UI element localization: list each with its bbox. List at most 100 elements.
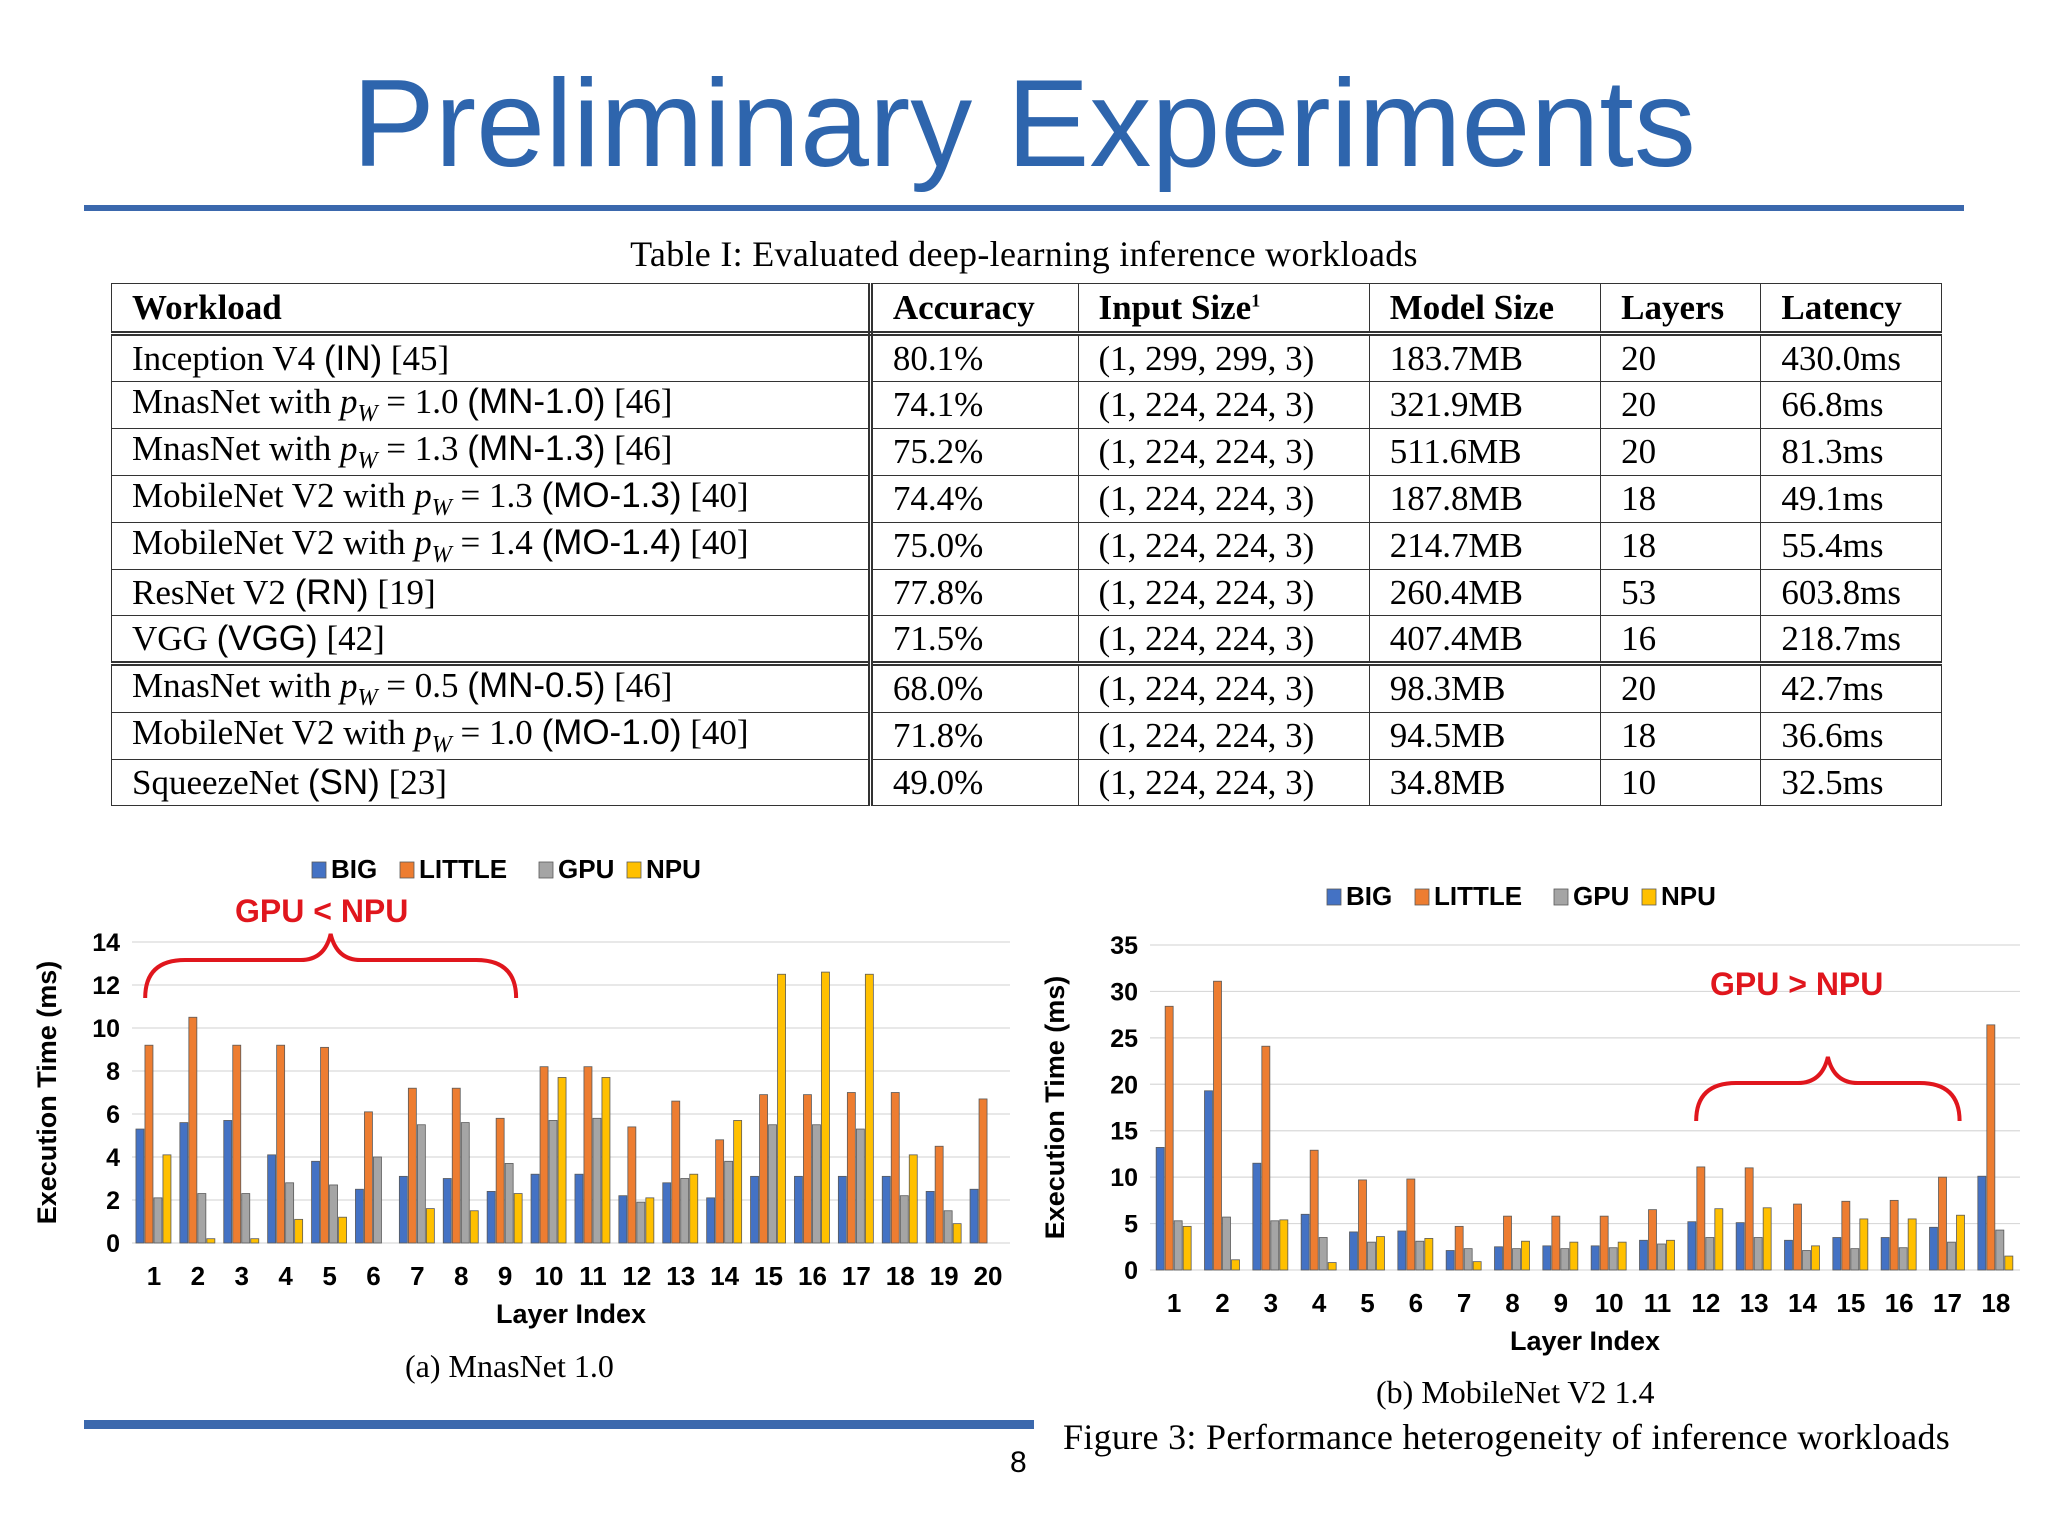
y-axis-label: Execution Time (ms) [32,961,62,1225]
cell-workload: MnasNet with pW = 1.3 (MN-1.3) [46] [111,428,873,476]
bar-big [1880,1237,1890,1271]
workload-name: MnasNet with [132,666,332,705]
header-model-size: Model Size [1368,283,1602,336]
bar-npu [1521,1240,1530,1271]
cell-model-size: 260.4MB [1368,569,1602,616]
bar-little [803,1094,812,1244]
y-tick-label: 0 [1124,1257,1138,1285]
legend-swatch-npu [1641,888,1657,906]
bar-big [969,1188,979,1244]
x-tick-label: 15 [754,1261,783,1291]
header-accuracy: Accuracy [869,283,1079,336]
bar-little [1696,1166,1706,1271]
bar-npu [1762,1207,1772,1271]
bar-gpu [899,1195,909,1244]
bar-little [232,1044,242,1244]
bar-big [179,1122,189,1244]
cell-model-size: 511.6MB [1368,428,1602,476]
cell-accuracy: 80.1% [869,333,1079,382]
workload-abbr: (IN) [323,338,383,378]
bar-little [1213,980,1222,1271]
x-tick-label: 11 [1644,1288,1672,1318]
bar-npu [1472,1261,1482,1271]
cell-layers: 18 [1600,475,1762,523]
header-input-size: Input Size1 [1077,283,1370,336]
legend-swatch-gpu [538,861,554,879]
x-tick-label: 17 [1933,1288,1962,1318]
table-row: Inception V4 (IN) [45] 80.1% (1, 299, 299,… [111,333,1942,382]
cell-accuracy: 74.1% [869,381,1079,429]
y-tick-label: 25 [1110,1025,1138,1053]
bar-big [530,1173,540,1244]
x-tick-label: 18 [1981,1288,2010,1318]
y-tick-label: 20 [1110,1071,1138,1099]
workload-ref: [23] [388,762,447,802]
page-number: 8 [1010,1446,1027,1479]
bar-big [1494,1246,1503,1271]
bar-gpu [1173,1220,1183,1271]
workload-abbr: (MO-1.3) [541,476,682,515]
bar-big [223,1120,233,1244]
y-tick-label: 10 [92,1015,120,1043]
bar-little [1164,1005,1174,1271]
x-tick-label: 14 [710,1261,739,1291]
cell-model-size: 94.5MB [1368,712,1602,760]
bar-big [1542,1245,1552,1271]
y-tick-label: 6 [106,1101,120,1129]
workload-abbr: (MO-1.0) [541,713,682,752]
x-tick-label: 15 [1836,1288,1865,1318]
cell-layers: 53 [1600,569,1762,616]
bar-gpu [504,1163,514,1244]
cell-layers: 20 [1600,381,1762,429]
bar-gpu [1753,1237,1763,1271]
bar-gpu [855,1128,865,1244]
workload-name: Inception V4 [132,338,316,378]
cell-workload: MnasNet with pW = 1.0 (MN-1.0) [46] [111,381,873,429]
bar-npu [1666,1239,1675,1271]
bar-little [144,1044,154,1244]
bar-big [750,1175,759,1244]
workload-name: MnasNet with [132,382,332,421]
bar-npu [1956,1214,1965,1271]
x-axis-label: Layer Index [496,1299,646,1329]
bar-little [890,1092,900,1244]
x-tick-label: 2 [1215,1288,1229,1318]
bar-little [1503,1215,1512,1271]
cell-workload: MnasNet with pW = 0.5 (MN-0.5) [46] [111,661,873,713]
legend-swatch-npu [626,861,642,879]
workload-ref: [40] [690,523,749,562]
bar-big [486,1190,496,1244]
workload-ref: [19] [377,572,436,612]
title-divider [84,205,1964,211]
chart-b-caption: (b) MobileNet V2 1.4 [1376,1374,1655,1410]
bar-gpu [1222,1216,1231,1271]
cell-model-size: 34.8MB [1368,759,1602,806]
cell-latency: 49.1ms [1760,475,1942,523]
cell-accuracy: 75.2% [869,428,1079,476]
workload-name: MobileNet V2 with [132,523,406,562]
legend-label-little: LITTLE [1434,881,1522,911]
cell-input-size: (1, 224, 224, 3) [1077,475,1370,523]
table-row: ResNet V2 (RN) [19] 77.8% (1, 224, 224, 3)… [111,569,1942,616]
header-input-size-label: Input Size [1098,287,1252,327]
bar-big [442,1178,452,1244]
workload-abbr: (SN) [307,762,380,802]
workload-ref: [40] [690,476,749,515]
cell-workload: Inception V4 (IN) [45] [111,333,873,382]
bar-npu [1376,1236,1385,1271]
cell-model-size: 407.4MB [1368,615,1602,664]
bar-gpu [1608,1247,1618,1271]
bar-npu [294,1218,304,1244]
bar-gpu [285,1182,295,1244]
bar-little [407,1087,417,1244]
bar-gpu [197,1193,207,1244]
cell-latency: 81.3ms [1760,428,1942,476]
bar-big [1445,1250,1455,1271]
x-tick-label: 2 [191,1261,205,1291]
workload-ref: [42] [326,618,385,658]
bar-npu [1231,1259,1240,1271]
width-multiplier-value: = 1.3 [460,476,533,515]
bar-little [1406,1178,1416,1271]
bar-big [1300,1213,1310,1271]
x-tick-label: 5 [322,1261,336,1291]
